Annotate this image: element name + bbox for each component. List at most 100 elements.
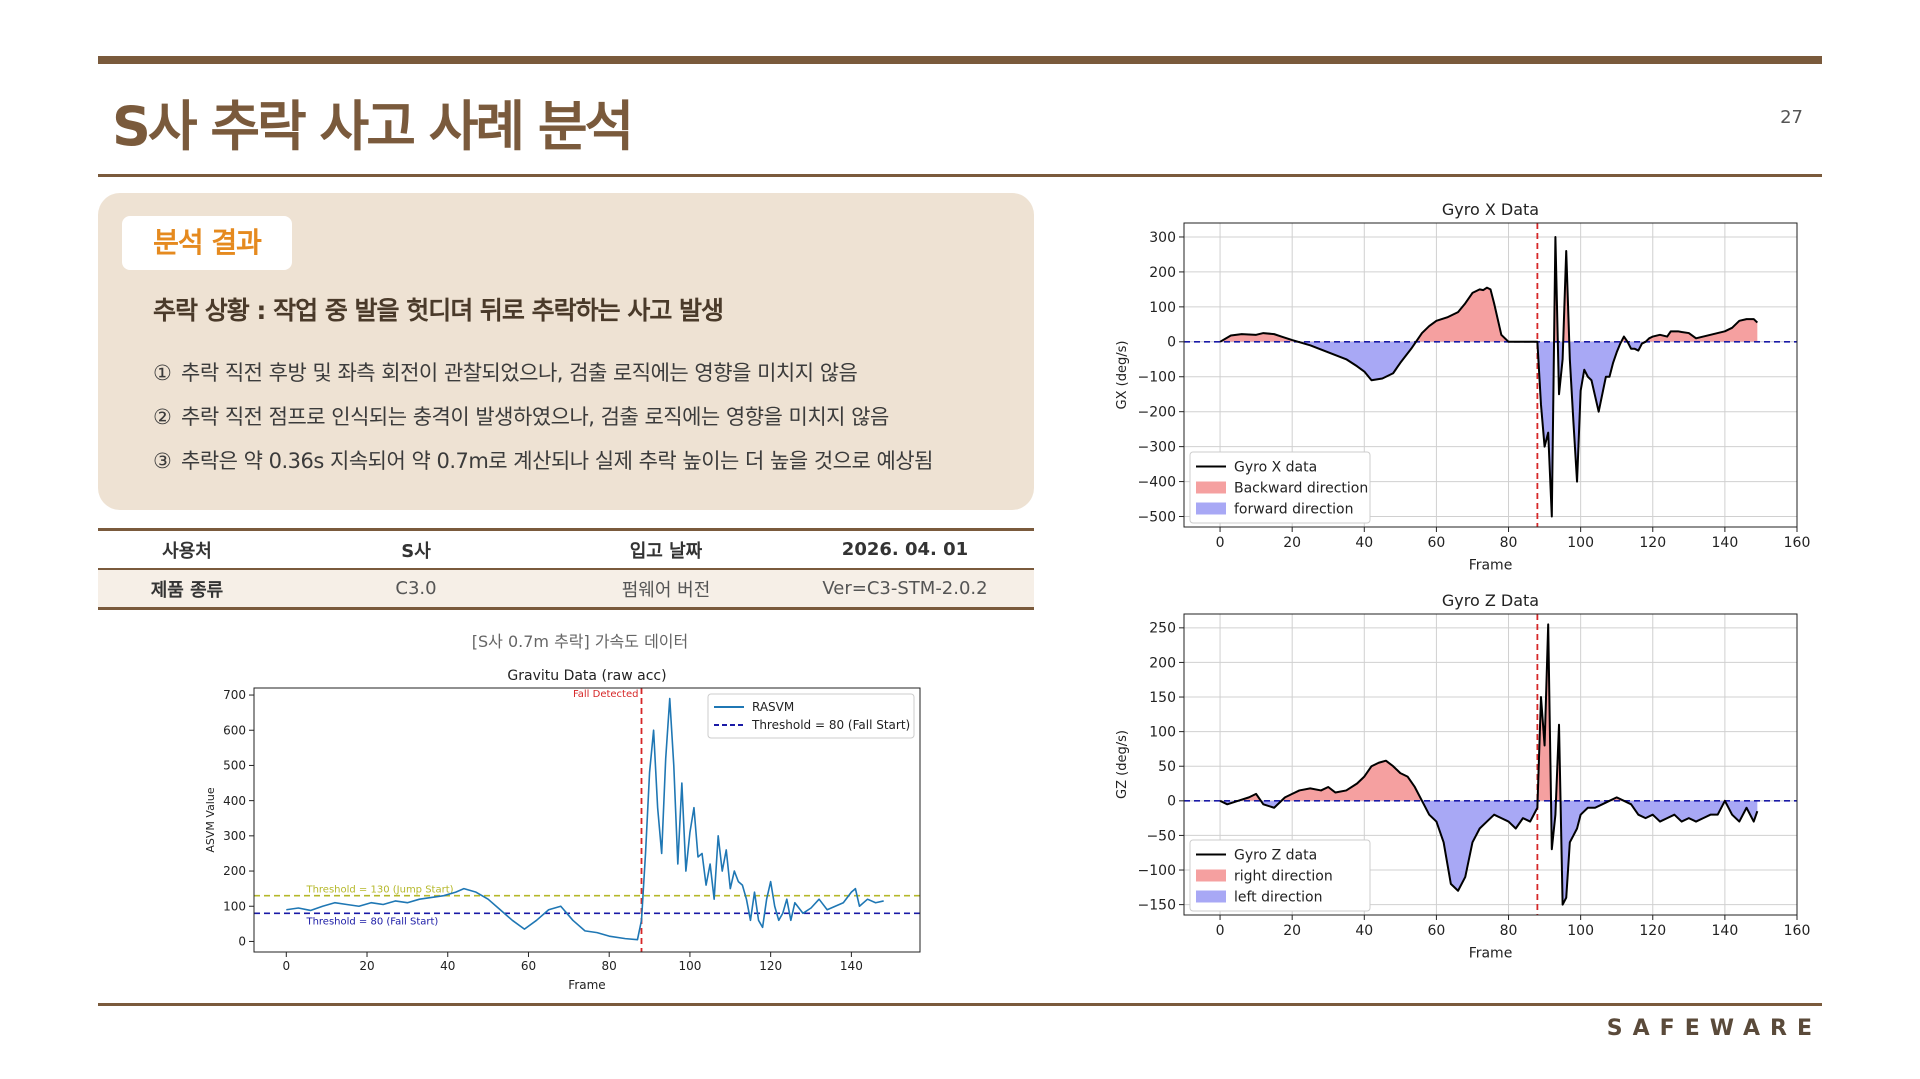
spec-value-product: C3.0: [276, 569, 556, 610]
gz-y-tick-label: 250: [1149, 621, 1176, 637]
gx-legend-label: Backward direction: [1234, 481, 1368, 497]
gx-y-axis-label: GX (deg/s): [1115, 341, 1130, 410]
gz-x-tick-label: 160: [1784, 923, 1811, 939]
acc-x-tick-label: 80: [602, 959, 617, 973]
gz-legend-label: Gyro Z data: [1234, 848, 1317, 864]
gx-y-tick-label: 0: [1167, 335, 1176, 351]
gz-series-line: [1219, 623, 1759, 906]
gz-y-tick-label: −100: [1138, 863, 1176, 879]
top-rule: [98, 56, 1822, 64]
safeware-logo: SAFEWARE: [1606, 1016, 1822, 1041]
chart-caption: [S사 0.7m 추락] 가속도 데이터: [471, 632, 689, 651]
acc-x-axis-label: Frame: [568, 978, 605, 992]
gx-x-tick-label: 140: [1712, 535, 1739, 551]
spec-table: 사용처 S사 입고 날짜 2026. 04. 01 제품 종류 C3.0 펌웨어…: [98, 528, 1034, 610]
gx-x-tick-label: 40: [1355, 535, 1373, 551]
acc-x-tick-label: 40: [440, 959, 455, 973]
spec-label-site: 사용처: [98, 528, 276, 570]
gz-x-tick-label: 20: [1283, 923, 1301, 939]
gx-y-tick-label: −400: [1138, 474, 1176, 490]
gx-x-axis-label: Frame: [1469, 557, 1513, 573]
gx-y-tick-label: 200: [1149, 265, 1176, 281]
gz-y-tick-label: 0: [1167, 794, 1176, 810]
acc-legend-label: Threshold = 80 (Fall Start): [751, 718, 910, 732]
gx-x-tick-label: 160: [1784, 535, 1811, 551]
page-number: 27: [1780, 107, 1803, 128]
point-number: ②: [153, 405, 172, 429]
gz-legend-label: left direction: [1234, 890, 1322, 906]
gz-x-tick-label: 140: [1712, 923, 1739, 939]
acc-y-axis-label: ASVM Value: [204, 787, 217, 852]
acc-y-tick-label: 600: [223, 723, 246, 737]
gx-x-tick-label: 120: [1639, 535, 1666, 551]
gx-legend-label: Gyro X data: [1234, 460, 1317, 476]
analysis-tag: 분석 결과: [122, 216, 292, 270]
acc-chart-title: Gravitu Data (raw acc): [507, 668, 666, 684]
acc-ref-label: Threshold = 130 (Jump Start): [305, 885, 453, 896]
spec-value-firmware: Ver=C3-STM-2.0.2: [776, 569, 1034, 610]
table-row: 제품 종류 C3.0 펌웨어 버전 Ver=C3-STM-2.0.2: [98, 569, 1034, 610]
gz-x-tick-label: 40: [1355, 923, 1373, 939]
acc-x-tick-label: 100: [678, 959, 701, 973]
point-text: 추락은 약 0.36s 지속되어 약 0.7m로 계산되나 실제 추락 높이는 …: [181, 449, 933, 473]
gx-x-tick-label: 100: [1567, 535, 1594, 551]
acc-series-line: [286, 697, 884, 941]
acc-y-tick-label: 500: [223, 759, 246, 773]
gx-legend-swatch: [1196, 481, 1226, 494]
analysis-point-3: ③ 추락은 약 0.36s 지속되어 약 0.7m로 계산되나 실제 추락 높이는…: [153, 445, 933, 475]
gx-series-line: [1219, 235, 1759, 518]
page-title: S사 추락 사고 사례 분석: [112, 95, 634, 158]
acc-x-tick-label: 120: [759, 959, 782, 973]
footer-rule: [98, 1003, 1822, 1006]
acc-y-tick-label: 400: [223, 794, 246, 808]
gz-y-tick-label: −50: [1146, 828, 1176, 844]
gz-x-tick-label: 60: [1427, 923, 1445, 939]
gx-x-tick-label: 20: [1283, 535, 1301, 551]
acc-y-tick-label: 700: [223, 688, 246, 702]
gx-legend-swatch: [1196, 502, 1226, 515]
spec-label-firmware: 펌웨어 버전: [556, 569, 776, 610]
acc-fall-detected-label: Fall Detected: [573, 689, 639, 700]
gx-y-tick-label: 100: [1149, 300, 1176, 316]
gx-x-tick-label: 80: [1500, 535, 1518, 551]
acc-y-tick-label: 300: [223, 829, 246, 843]
gx-legend-label: forward direction: [1234, 502, 1353, 518]
acc-x-tick-label: 20: [359, 959, 374, 973]
acc-legend-label: RASVM: [752, 700, 794, 714]
acc-y-tick-label: 200: [223, 864, 246, 878]
gz-plot-frame: [1183, 613, 1798, 916]
spec-value-site: S사: [276, 528, 556, 570]
header-rule: [98, 174, 1822, 177]
acc-legend-box: [707, 693, 915, 739]
acc-x-tick-label: 140: [840, 959, 863, 973]
gz-x-tick-label: 0: [1216, 923, 1225, 939]
spec-label-product: 제품 종류: [98, 569, 276, 610]
analysis-heading: 추락 상황 : 작업 중 발을 헛디뎌 뒤로 추락하는 사고 발생: [153, 296, 724, 325]
gz-y-axis-label: GZ (deg/s): [1115, 730, 1130, 799]
gz-legend-label: right direction: [1234, 869, 1333, 885]
point-text: 추락 직전 후방 및 좌측 회전이 관찰되었으나, 검출 로직에는 영향을 미치…: [181, 361, 858, 385]
gz-y-tick-label: −150: [1138, 898, 1176, 914]
analysis-point-1: ① 추락 직전 후방 및 좌측 회전이 관찰되었으나, 검출 로직에는 영향을 미…: [153, 357, 858, 387]
gx-y-tick-label: −100: [1138, 370, 1176, 386]
gz-y-tick-label: 100: [1149, 725, 1176, 741]
gz-y-tick-label: 150: [1149, 690, 1176, 706]
gz-chart-title: Gyro Z Data: [1442, 591, 1539, 610]
gz-legend-swatch: [1196, 869, 1226, 882]
gz-legend-box: [1189, 839, 1371, 912]
acc-x-tick-label: 60: [521, 959, 536, 973]
gz-negative-fill: [1220, 800, 1758, 905]
gx-chart-title: Gyro X Data: [1442, 200, 1539, 219]
gx-y-tick-label: −300: [1138, 440, 1176, 456]
gz-y-tick-label: 50: [1158, 759, 1176, 775]
gz-x-axis-label: Frame: [1469, 945, 1513, 961]
gz-x-tick-label: 100: [1567, 923, 1594, 939]
spec-value-date: 2026. 04. 01: [776, 528, 1034, 570]
gz-y-tick-label: 200: [1149, 655, 1176, 671]
point-text: 추락 직전 점프로 인식되는 충격이 발생하였으나, 검출 로직에는 영향을 미…: [181, 405, 889, 429]
acc-ref-label: Threshold = 80 (Fall Start): [305, 916, 438, 927]
gx-x-tick-label: 60: [1427, 535, 1445, 551]
table-row: 사용처 S사 입고 날짜 2026. 04. 01: [98, 528, 1034, 570]
gz-x-tick-label: 120: [1639, 923, 1666, 939]
